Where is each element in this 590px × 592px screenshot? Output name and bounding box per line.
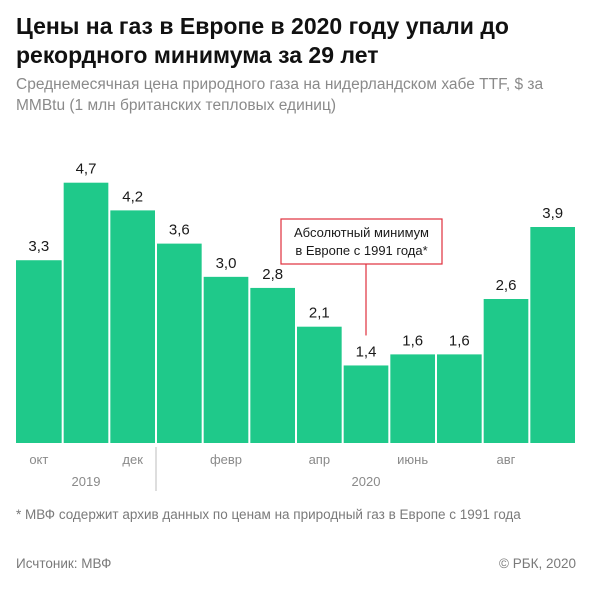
bar-апр [297,326,342,443]
value-label-февр: 3,0 [216,255,237,272]
bar-окт [16,260,62,443]
bar-март [250,287,295,443]
bar-июль [437,354,482,443]
value-label-янв: 3,6 [169,222,190,239]
annotation-line1: Абсолютный минимум [294,225,429,240]
annotation-box [280,218,443,265]
bar-янв [157,243,202,443]
copyright-label: © РБК, 2020 [499,556,576,571]
bar-сен [530,227,575,443]
x-tick-июнь: июнь [397,452,428,467]
value-label-окт: 3,3 [28,238,49,255]
value-label-май: 1,4 [356,343,377,360]
value-label-март: 2,8 [262,266,283,283]
footnote: * МВФ содержит архив данных по ценам на … [16,507,521,522]
x-tick-дек: дек [122,452,143,467]
value-label-ноя: 4,7 [76,161,97,178]
value-label-авг: 2,6 [496,277,517,294]
x-tick-апр: апр [309,452,331,467]
bar-дек [110,210,155,443]
bar-февр [203,276,249,443]
bar-май [343,365,389,443]
value-label-апр: 2,1 [309,305,330,322]
value-label-июль: 1,6 [449,332,470,349]
chart-title: Цены на газ в Европе в 2020 году упали д… [16,13,509,68]
annotation-line2: в Европе с 1991 года* [295,243,427,258]
x-tick-февр: февр [210,452,242,467]
source-label: Исчтоник: МВФ [16,556,112,571]
bar-июнь [390,354,435,443]
year-label-2019: 2019 [72,474,101,489]
chart-subtitle: Среднемесячная цена природного газа на н… [16,76,544,114]
value-label-сен: 3,9 [542,205,563,222]
year-label-2020: 2020 [352,474,381,489]
bar-авг [483,299,529,443]
value-label-дек: 4,2 [122,188,143,205]
bar-ноя [63,182,109,443]
x-tick-окт: окт [29,452,48,467]
x-tick-авг: авг [497,452,516,467]
value-label-июнь: 1,6 [402,332,423,349]
